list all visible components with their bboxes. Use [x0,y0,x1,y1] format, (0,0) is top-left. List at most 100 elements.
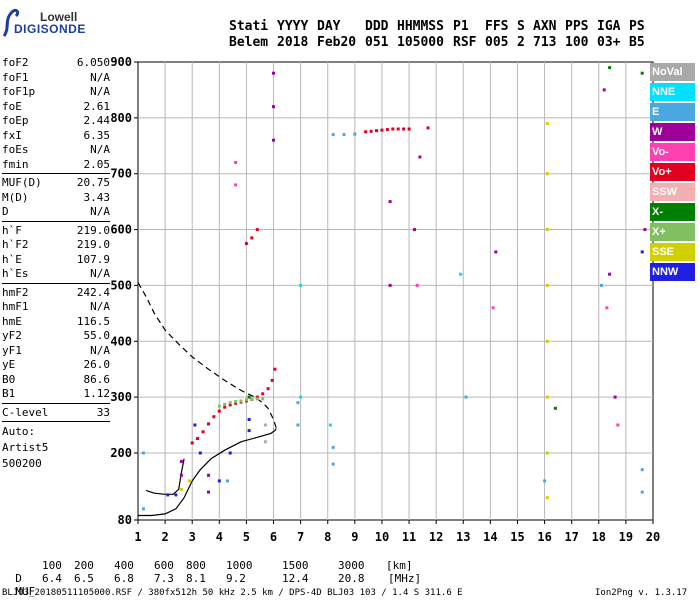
header-station-label: Stati [229,19,269,34]
distance-value: 3000 [338,559,365,572]
header-axn-label: AXN [533,19,557,34]
echo-point-vo [385,128,389,132]
echo-point-e [640,490,644,494]
param-value: N/A [90,267,110,280]
y-tick-label: 200 [110,446,132,460]
echo-point-vo [369,129,373,133]
distance-value: 200 [74,559,94,572]
distance-value: 400 [114,559,134,572]
x-tick-label: 3 [189,530,196,544]
echo-point-vo [396,127,400,131]
distance-label: D [15,572,22,585]
params-divider [2,402,110,404]
header-pps-label: PPS [565,19,589,34]
echo-point-nne [299,395,303,399]
param-value: 86.6 [83,372,111,386]
echo-point-x [553,406,557,410]
param-value: 107.9 [76,252,110,266]
echo-point-sse [179,487,183,491]
y-tick-label: 800 [110,111,132,125]
param-row-fof2: foF2 6.050 [2,56,110,71]
y-tick-label: 300 [110,390,132,404]
header-axn-value: 713 [533,35,557,50]
echo-point-e [331,445,335,449]
echo-point-x [608,66,612,70]
param-label: h`E [2,252,22,266]
x-tick-label: 7 [297,530,304,544]
param-row-d: D N/A [2,205,110,220]
legend-item-x: X+ [650,223,695,241]
param-value: 242.4 [76,285,110,299]
echo-point-vo [228,403,232,407]
x-tick-label: 8 [324,530,331,544]
param-value: 6.35 [83,128,111,142]
profile-dashed-line [137,282,277,428]
param-label: foF2 [2,56,29,69]
echo-point-vo [261,392,265,396]
echo-point-noval [263,423,267,427]
echo-point-w [643,228,647,232]
echo-point-w [179,473,183,477]
distance-value: 1000 [226,559,253,572]
profile-lower-line [145,458,185,495]
x-tick-label: 20 [646,530,660,544]
param-label: foEp [2,114,29,127]
echo-point-vo [244,242,248,245]
header-hhmmss-value: 105000 [397,35,444,50]
echo-point-x [239,399,243,403]
param-value: N/A [90,143,110,156]
param-row-fof1p: foF1p N/A [2,85,110,100]
echo-point-w [608,272,612,276]
x-tick-label: 17 [564,530,578,544]
param-row-fxi: fxI 6.35 [2,129,110,144]
header-day-value: Feb20 [317,35,357,50]
header-station-value: Belem [229,35,269,50]
echo-point-e [464,395,468,399]
muf-value: 8.1 [186,572,206,585]
echo-point-w [602,88,606,92]
logo-digisonde-text: DIGISONDE [14,22,86,36]
echo-point-x [247,395,251,399]
echo-point-e [331,462,335,466]
header-iga-value: 03+ [597,35,621,50]
params-divider [2,282,110,284]
echo-point-w [388,200,392,204]
params-divider [2,173,110,174]
echo-point-nnw [247,418,251,421]
param-label: fmin [2,157,29,171]
echo-point-vo [270,378,274,382]
echo-point-nnw [228,451,232,455]
param-label: yF2 [2,329,22,342]
param-value: N/A [90,205,110,218]
param-row-ye: yE 26.0 [2,358,110,373]
param-value: 6.050 [76,56,110,69]
echo-point-vo [391,127,395,131]
echo-point-nne [459,272,463,276]
echo-point-nnw [217,479,221,483]
echo-point-vo [196,437,200,440]
muf-value: 9.2 [226,572,246,585]
header-ddd-label: DDD [365,19,389,34]
echo-point-x [234,400,238,404]
echo-point-vo [491,306,495,310]
param-row-b1: B1 1.12 [2,387,110,402]
param-row-hmf2: hmF2 242.4 [2,286,110,301]
muf-value: 6.4 [42,572,62,585]
echo-point-e [543,479,547,483]
param-row-mufd: MUF(D) 20.75 [2,176,110,191]
param-row-he: h`E 107.9 [2,253,110,268]
echo-point-vo [364,130,368,134]
param-row-md: M(D) 3.43 [2,191,110,206]
echo-point-vo [201,430,205,434]
echo-point-x [255,397,259,401]
param-row-clevel: C-level 33 [2,406,110,421]
legend-item-x: X- [650,203,695,221]
echo-point-nnw [247,429,251,433]
param-label: foF1 [2,70,29,84]
echo-point-vo [255,228,259,232]
echo-point-vo [415,283,419,287]
echo-point-e [342,133,346,137]
echo-point-vo [616,423,620,427]
station-header: Stati YYYY DAY DDD HHMMSS P1 FFS S AXN P… [0,0,700,50]
muf-row: MUF 6.4 6.5 6.8 7.3 8.1 9.2 12.4 20.8 [MHz] [2,572,421,611]
